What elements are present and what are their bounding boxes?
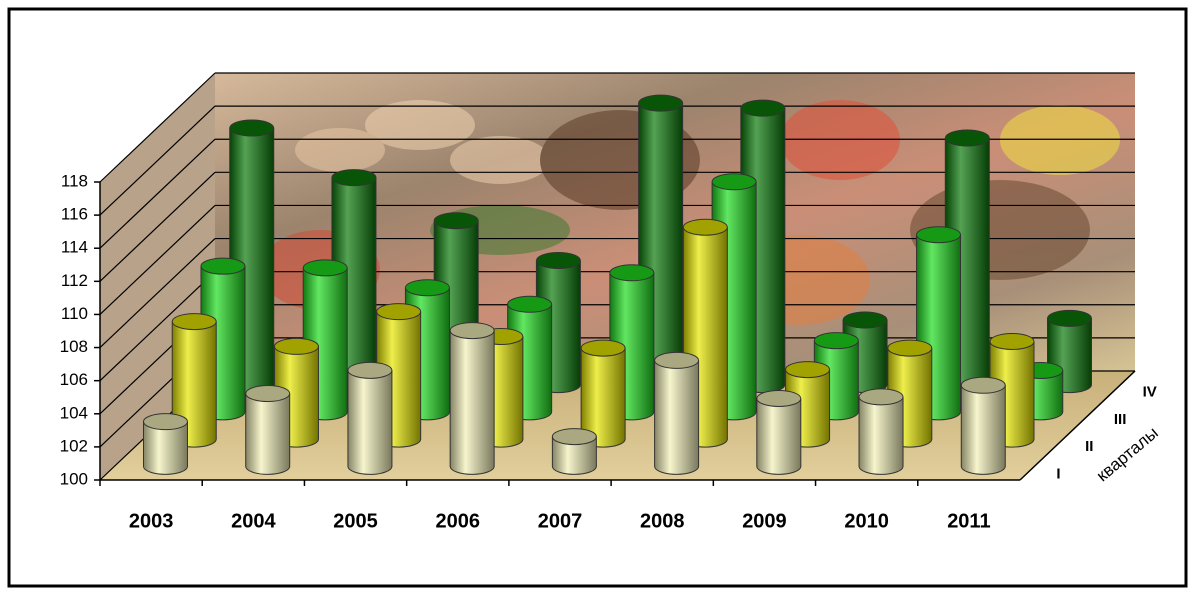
bar-top <box>785 361 831 379</box>
bar-top <box>740 99 786 117</box>
depth-tick-label: I <box>1056 465 1060 482</box>
bar-top <box>302 259 348 277</box>
grid-line <box>99 271 216 382</box>
y-tick-label: 110 <box>61 304 88 323</box>
bar-top <box>404 279 450 297</box>
bar <box>961 385 1006 467</box>
bar-top <box>376 303 422 321</box>
axes: 100 102 104 106 108 110 112 114 116 118 2003 2004 20… <box>60 171 1157 532</box>
y-tick-label: 116 <box>61 205 88 224</box>
y-tick-label: 104 <box>60 403 88 422</box>
x-tick-label: 2007 <box>538 510 583 532</box>
grid-line <box>99 205 216 315</box>
x-tick-label: 2009 <box>742 510 787 532</box>
bar-top <box>551 428 597 446</box>
bar-top <box>433 212 479 230</box>
y-tick-label: 108 <box>60 337 88 356</box>
bar-top <box>638 94 684 112</box>
x-tick-label: 2003 <box>129 510 174 532</box>
bar-top <box>580 339 626 357</box>
bar-top <box>245 385 291 403</box>
y-tick-label: 112 <box>61 271 88 290</box>
grid-line <box>99 105 216 216</box>
bar-top <box>171 313 217 331</box>
y-tick-label: 118 <box>61 171 88 190</box>
x-tick-label: 2005 <box>333 510 378 532</box>
bar-top <box>449 322 495 340</box>
bar-top <box>887 339 933 357</box>
bar-top <box>960 376 1006 394</box>
y-tick-label: 114 <box>61 238 88 257</box>
bar-top <box>142 413 188 431</box>
bar-top <box>711 173 757 191</box>
bar-top <box>507 295 553 313</box>
bar-top <box>916 226 962 244</box>
x-tick-label: 2004 <box>231 510 276 532</box>
depth-tick-label: II <box>1085 438 1093 455</box>
bar <box>581 348 626 440</box>
x-tick-label: 2011 <box>947 510 990 532</box>
bar-top <box>842 311 888 329</box>
grid-line <box>99 238 216 348</box>
x-tick-label: 2010 <box>844 510 889 532</box>
bar-top <box>273 337 319 355</box>
bar-top <box>535 251 581 269</box>
bars <box>142 94 1093 475</box>
bar-top <box>654 351 700 369</box>
bar-top <box>331 169 377 187</box>
bar-top <box>756 389 802 407</box>
bar-top <box>609 264 655 282</box>
x-tick-label: 2008 <box>640 510 685 532</box>
z-axis <box>1019 370 1136 481</box>
grid-line <box>99 72 216 183</box>
grid-line <box>99 171 216 282</box>
bar <box>347 370 392 467</box>
depth-tick-label: IV <box>1143 384 1157 401</box>
bar-top <box>682 218 728 236</box>
bar <box>654 360 699 467</box>
bar-top <box>944 129 990 147</box>
bar-top <box>347 361 393 379</box>
y-tick-label: 102 <box>60 436 88 455</box>
y-tick-label: 106 <box>60 370 88 389</box>
x-tick-label: 2006 <box>436 510 481 532</box>
bar-top <box>200 257 246 275</box>
depth-tick-label: III <box>1114 411 1127 428</box>
bar-top <box>989 332 1035 350</box>
bar-top <box>229 119 275 137</box>
bar-top <box>813 332 859 350</box>
bar <box>756 398 801 467</box>
bar-top <box>1047 309 1093 327</box>
y-tick-label: 100 <box>60 469 88 488</box>
grid-line <box>99 138 216 249</box>
bar-top <box>858 388 904 406</box>
bar <box>859 396 904 467</box>
bar <box>450 330 495 467</box>
bar <box>245 393 290 467</box>
